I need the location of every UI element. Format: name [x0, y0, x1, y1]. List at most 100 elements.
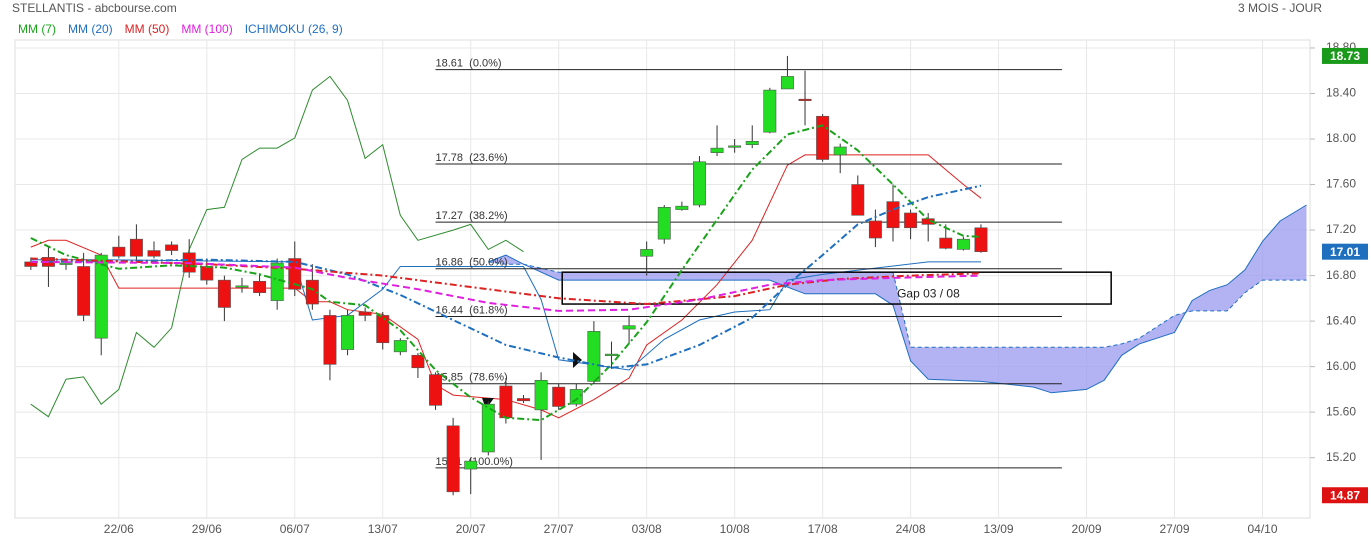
candle-body [77, 266, 91, 316]
candle-body [956, 238, 970, 250]
fibonacci-label: 16.86 (50.0%) [436, 257, 508, 269]
price-marker-label: 18.73 [1330, 49, 1360, 63]
candle-body [675, 205, 689, 210]
candle-body [534, 379, 548, 411]
ichimoku-cloud [488, 205, 1307, 393]
legend-entry: ICHIMOKU (26, 9) [244, 22, 343, 36]
x-tick-label: 20/09 [1072, 522, 1102, 536]
candle-body [411, 354, 425, 369]
fibonacci-label: 17.27 (38.2%) [436, 210, 508, 222]
legend-entry: MM (7) [18, 22, 56, 36]
fibonacci-label: 18.61 (0.0%) [436, 57, 502, 69]
y-tick-label: 18.00 [1326, 131, 1356, 145]
candle-body [376, 315, 390, 344]
price-marker-box [1322, 487, 1368, 504]
candle-body [341, 315, 355, 350]
x-tick-label: 10/08 [720, 522, 750, 536]
candle-body [763, 89, 777, 133]
candle-body [517, 398, 530, 402]
fibonacci-label: 16.44 (61.8%) [436, 304, 508, 316]
price-marker-label: 14.87 [1330, 488, 1360, 502]
moving-average-line [30, 260, 982, 312]
candle-body [622, 325, 636, 330]
candle-body [868, 220, 882, 239]
plot-frame [14, 39, 1311, 519]
candle-body [904, 212, 918, 229]
candle-body [129, 238, 143, 257]
candle-body [253, 280, 267, 293]
candle-body [147, 250, 161, 257]
candle-body [59, 262, 73, 265]
candle-body [552, 386, 566, 407]
candle-body [200, 266, 214, 281]
moving-average-line [30, 124, 982, 422]
x-tick-label: 13/09 [984, 522, 1014, 536]
candle-body [94, 254, 108, 339]
x-tick-label: 20/07 [456, 522, 486, 536]
candle-body [112, 246, 126, 257]
candle-body [481, 403, 495, 453]
y-tick-label: 15.60 [1326, 404, 1356, 418]
ichimoku-conversion-line [30, 154, 982, 419]
x-tick-label: 13/07 [368, 522, 398, 536]
candle-body [605, 353, 618, 356]
candle-body [939, 237, 953, 249]
y-tick-label: 17.20 [1326, 222, 1356, 236]
y-tick-label: 16.40 [1326, 313, 1356, 327]
gap-box [561, 271, 1112, 305]
candle-body [288, 258, 302, 290]
candle-body [974, 227, 988, 252]
candle-body [393, 340, 407, 353]
y-tick-label: 18.40 [1326, 86, 1356, 100]
candle-body [798, 98, 812, 101]
x-tick-label: 27/07 [544, 522, 574, 536]
candle-body [692, 161, 706, 206]
legend-entry: MM (100) [181, 22, 233, 36]
candle-body [323, 315, 337, 365]
candle-body [429, 374, 442, 406]
x-tick-label: 03/08 [632, 522, 662, 536]
candle-body [235, 285, 249, 288]
price-marker-box [1322, 47, 1368, 64]
x-tick-label: 24/08 [896, 522, 926, 536]
candle-body [358, 311, 372, 316]
fibonacci-label: 17.78 (23.6%) [436, 152, 508, 164]
candle-body [816, 115, 830, 160]
candle-body [640, 249, 654, 257]
chart-title: STELLANTIS - abcbourse.com [12, 1, 177, 15]
legend: MM (7) MM (20) MM (50) MM (100) ICHIMOKU (26… [18, 22, 343, 36]
candle-body [446, 425, 460, 493]
x-tick-label: 29/06 [192, 522, 222, 536]
candle-body [499, 385, 513, 419]
candle-body [217, 279, 231, 308]
candle-body [886, 201, 900, 229]
candle-body [165, 244, 179, 251]
candle-body [657, 207, 671, 240]
price-marker-box [1322, 243, 1368, 260]
candle-body [728, 145, 742, 148]
x-tick-label: 17/08 [808, 522, 838, 536]
y-tick-label: 17.60 [1326, 177, 1356, 191]
y-tick-label: 16.80 [1326, 268, 1356, 282]
candle-body [833, 146, 847, 156]
x-tick-label: 06/07 [280, 522, 310, 536]
candle-body [745, 140, 759, 146]
y-tick-label: 15.20 [1326, 450, 1356, 464]
legend-entry: MM (50) [124, 22, 170, 36]
candle-body [780, 76, 794, 90]
ichimoku-lagging-line [30, 75, 524, 418]
gap-label: Gap 03 / 08 [897, 287, 960, 301]
chart-subtitle: 3 MOIS - JOUR [1238, 1, 1322, 15]
candle-body [587, 331, 601, 382]
candle-body [569, 389, 583, 405]
candle-body [305, 279, 319, 305]
candle-body [464, 460, 478, 470]
y-tick-label: 16.00 [1326, 359, 1356, 373]
candle-body [710, 147, 724, 153]
fibonacci-label: 15.85 (78.6%) [436, 372, 508, 384]
x-tick-label: 22/06 [104, 522, 134, 536]
ichimoku-base-line [30, 259, 981, 371]
trend-arrow [573, 352, 582, 368]
